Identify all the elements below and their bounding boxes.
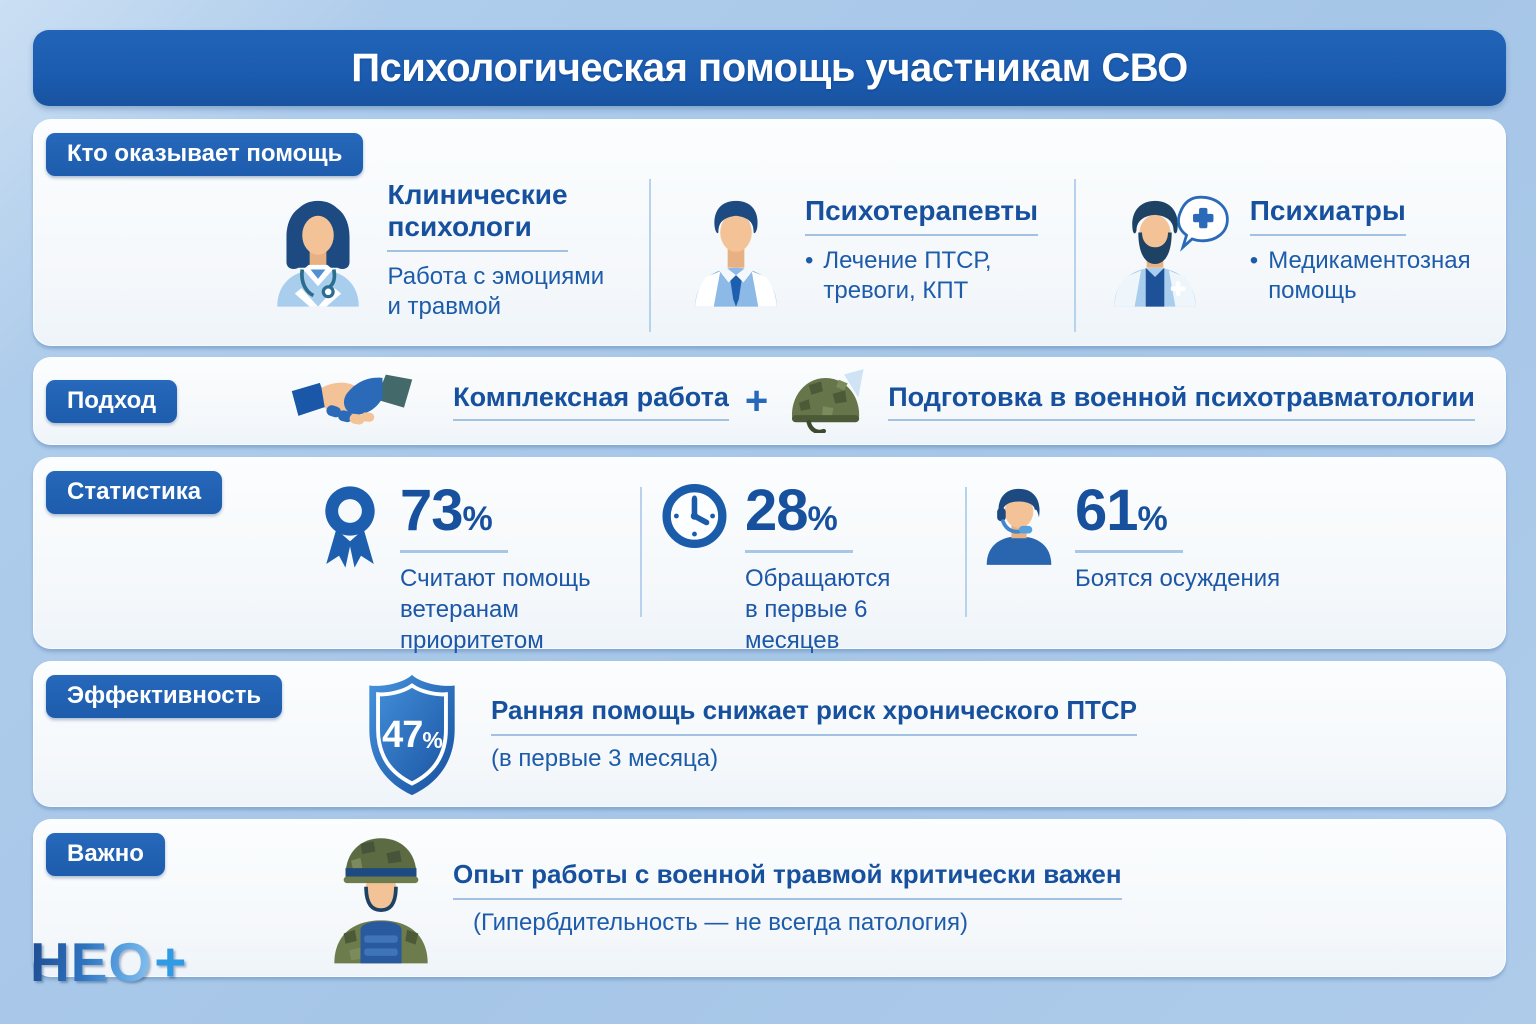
section-approach: Подход Комплексная работа + Подготовка в… bbox=[33, 357, 1506, 445]
stat-first-months: 28% Обращаются в первые 6 месяцев bbox=[640, 481, 965, 654]
approach-item1: Комплексная работа bbox=[453, 382, 729, 421]
provider-psychotherapists: Психотерапевты • Лечение ПТСР, тревоги, … bbox=[648, 155, 1075, 346]
plus-sign: + bbox=[744, 378, 769, 423]
important-row: Опыт работы с военной травмой критически… bbox=[325, 819, 1490, 977]
shield-stat: 47% bbox=[353, 669, 471, 799]
provider-title: Психотерапевты bbox=[804, 195, 1039, 237]
effectiveness-row: 47% Ранняя помощь снижает риск хроническ… bbox=[353, 661, 1490, 807]
military-helmet-icon bbox=[792, 369, 864, 433]
handshake-icon bbox=[291, 374, 413, 425]
headset-person-icon bbox=[986, 488, 1052, 565]
clock-icon bbox=[662, 483, 727, 549]
section-providers: Кто оказывает помощь bbox=[33, 119, 1506, 346]
provider-psychiatrists: Психиатры • Медикаментозная помощь bbox=[1074, 155, 1500, 346]
stat-text: 61% Боятся осуждения bbox=[1075, 482, 1281, 639]
effectiveness-title: Ранняя помощь снижает риск хронического … bbox=[491, 695, 1138, 736]
stat-caption: Обращаются в первые 6 месяцев bbox=[744, 565, 891, 655]
important-badge: Важно bbox=[46, 833, 165, 876]
section-statistics: Статистика 73% Считают помощь ветеранам … bbox=[33, 457, 1506, 654]
provider-desc: • Лечение ПТСР, тревоги, КПТ bbox=[804, 247, 992, 305]
female-doctor-avatar bbox=[277, 200, 360, 307]
effectiveness-subtitle: (в первые 3 месяца) bbox=[491, 745, 719, 772]
provider-text: Психиатры • Медикаментозная помощь bbox=[1249, 195, 1471, 306]
medal-icon bbox=[325, 486, 375, 568]
psychiatrist-avatar bbox=[1113, 195, 1229, 307]
effectiveness-badge: Эффективность bbox=[46, 675, 283, 718]
stat-fear-judgment: 61% Боятся осуждения bbox=[965, 481, 1492, 639]
shield-icon bbox=[369, 674, 455, 796]
statistics-row: 73% Считают помощь ветеранам приоритетом bbox=[318, 481, 1492, 654]
provider-title: Клинические психологи bbox=[387, 179, 568, 253]
stat-text: 28% Обращаются в первые 6 месяцев bbox=[744, 482, 965, 654]
section-effectiveness: Эффективность 47% Ранняя помощь сни bbox=[33, 661, 1506, 807]
stat-value: 28% bbox=[744, 482, 853, 554]
neo-plus-logo: НЕО+ bbox=[30, 931, 188, 993]
provider-desc: • Медикаментозная помощь bbox=[1249, 247, 1471, 305]
provider-clinical-psychologists: Клинические психологи Работа с эмоциями … bbox=[223, 155, 649, 346]
important-text: Опыт работы с военной травмой критически… bbox=[453, 859, 1122, 937]
provider-text: Психотерапевты • Лечение ПТСР, тревоги, … bbox=[804, 195, 1039, 306]
page-title: Психологическая помощь участникам СВО bbox=[351, 45, 1188, 90]
providers-badge: Кто оказывает помощь bbox=[46, 133, 364, 176]
male-doctor-avatar bbox=[695, 200, 777, 307]
important-title: Опыт работы с военной травмой критически… bbox=[453, 859, 1122, 900]
effectiveness-text: Ранняя помощь снижает риск хронического … bbox=[491, 695, 1138, 773]
approach-badge: Подход bbox=[46, 379, 178, 423]
stat-priority: 73% Считают помощь ветеранам приоритетом bbox=[318, 481, 640, 654]
stat-caption: Боятся осуждения bbox=[1075, 565, 1281, 593]
provider-text: Клинические психологи Работа с эмоциями … bbox=[387, 179, 604, 322]
section-important: Важно Опыт работы с военной тра bbox=[33, 819, 1506, 977]
statistics-badge: Статистика bbox=[46, 471, 223, 514]
stat-value: 73% bbox=[400, 482, 508, 554]
providers-row: Клинические психологи Работа с эмоциями … bbox=[33, 119, 1506, 346]
page-title-banner: Психологическая помощь участникам СВО bbox=[33, 30, 1506, 106]
provider-title: Психиатры bbox=[1249, 195, 1406, 237]
shield-value: 47% bbox=[382, 713, 443, 756]
soldier-avatar bbox=[334, 838, 428, 964]
stat-caption: Считают помощь ветеранам приоритетом bbox=[400, 565, 591, 655]
approach-item2: Подготовка в военной психотравматологии bbox=[888, 382, 1475, 421]
stat-value: 61% bbox=[1075, 482, 1183, 554]
stat-text: 73% Считают помощь ветеранам приоритетом bbox=[400, 482, 591, 654]
provider-desc: Работа с эмоциями и травмой bbox=[387, 263, 605, 321]
important-subtitle: (Гипербдительность — не всегда патология… bbox=[473, 909, 968, 936]
